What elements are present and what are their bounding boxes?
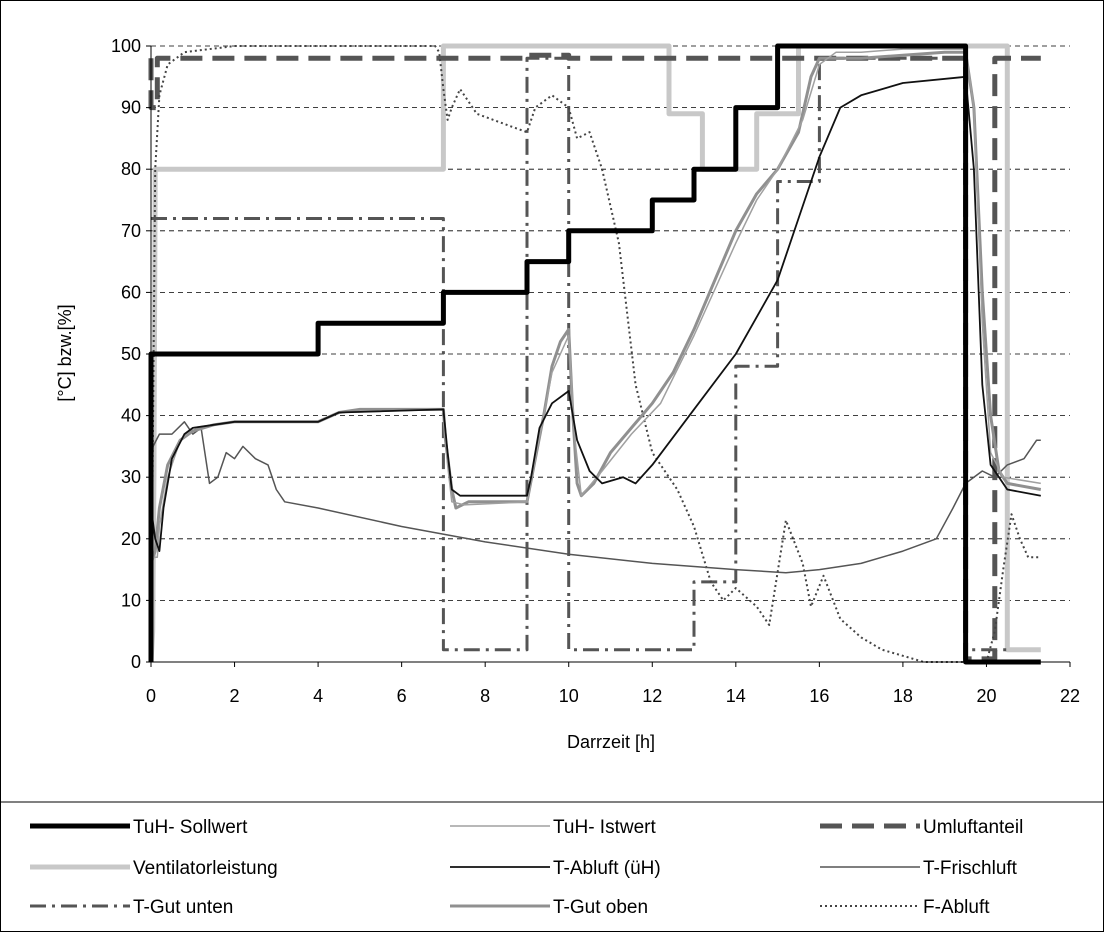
legend-label: TuH- Istwert: [553, 817, 656, 838]
x-axis-label: Darrzeit [h]: [567, 732, 655, 752]
y-tick-label: 100: [111, 36, 141, 56]
x-tick-label: 2: [230, 686, 240, 706]
y-tick-label: 20: [121, 529, 141, 549]
y-tick-label: 50: [121, 344, 141, 364]
x-tick-label: 22: [1060, 686, 1080, 706]
y-tick-label: 70: [121, 221, 141, 241]
legend-label: T-Abluft (üH): [553, 858, 661, 879]
x-tick-label: 8: [480, 686, 490, 706]
x-tick-label: 12: [642, 686, 662, 706]
y-tick-label: 40: [121, 406, 141, 426]
x-tick-label: 14: [726, 686, 746, 706]
legend-label: TuH- Sollwert: [133, 817, 248, 838]
y-tick-label: 30: [121, 467, 141, 487]
x-tick-label: 10: [559, 686, 579, 706]
y-tick-label: 60: [121, 282, 141, 302]
y-tick-label: 0: [131, 652, 141, 672]
x-tick-label: 20: [976, 686, 996, 706]
legend-label: F-Abluft: [923, 897, 990, 918]
series-line-t-abluft-h: [150, 75, 1041, 552]
axes: 0 10 20 30 40 50 60 70 80 90 100 0 2 4 6 8 10 12 14 16 18 20 2…: [111, 36, 1080, 706]
y-tick-label: 10: [121, 590, 141, 610]
x-tick-label: 4: [313, 686, 323, 706]
legend-label: T-Gut unten: [133, 897, 233, 918]
x-tick-label: 18: [893, 686, 913, 706]
legend-label: T-Frischluft: [923, 858, 1018, 879]
series-line-umluftanteil: [148, 52, 1041, 662]
series-group: [148, 43, 1042, 665]
x-tick-label: 16: [809, 686, 829, 706]
legend-label: T-Gut oben: [553, 897, 648, 918]
legend-label: Ventilatorleistung: [133, 858, 278, 879]
legend: TuH- Sollwert TuH- Istwert Umluftanteil Ven…: [30, 817, 1023, 918]
y-tick-label: 90: [121, 98, 141, 118]
series-line-tuh-sollwert: [148, 43, 1041, 665]
legend-label: Umluftanteil: [923, 817, 1023, 838]
y-tick-label: 80: [121, 159, 141, 179]
y-axis-label: [°C] bzw.[%]: [55, 304, 75, 401]
x-tick-label: 0: [146, 686, 156, 706]
x-tick-label: 6: [397, 686, 407, 706]
